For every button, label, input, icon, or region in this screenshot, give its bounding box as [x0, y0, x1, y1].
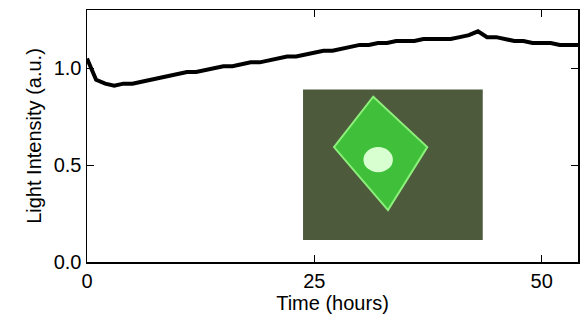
svg-text:Light Intensity (a.u.): Light Intensity (a.u.)	[23, 48, 45, 224]
svg-text:Time (hours): Time (hours)	[276, 292, 389, 314]
svg-text:50: 50	[531, 270, 553, 292]
svg-text:0: 0	[81, 270, 92, 292]
svg-text:0.5: 0.5	[54, 154, 82, 176]
svg-text:1.0: 1.0	[54, 57, 82, 79]
svg-text:0.0: 0.0	[54, 251, 82, 273]
svg-text:25: 25	[303, 270, 325, 292]
